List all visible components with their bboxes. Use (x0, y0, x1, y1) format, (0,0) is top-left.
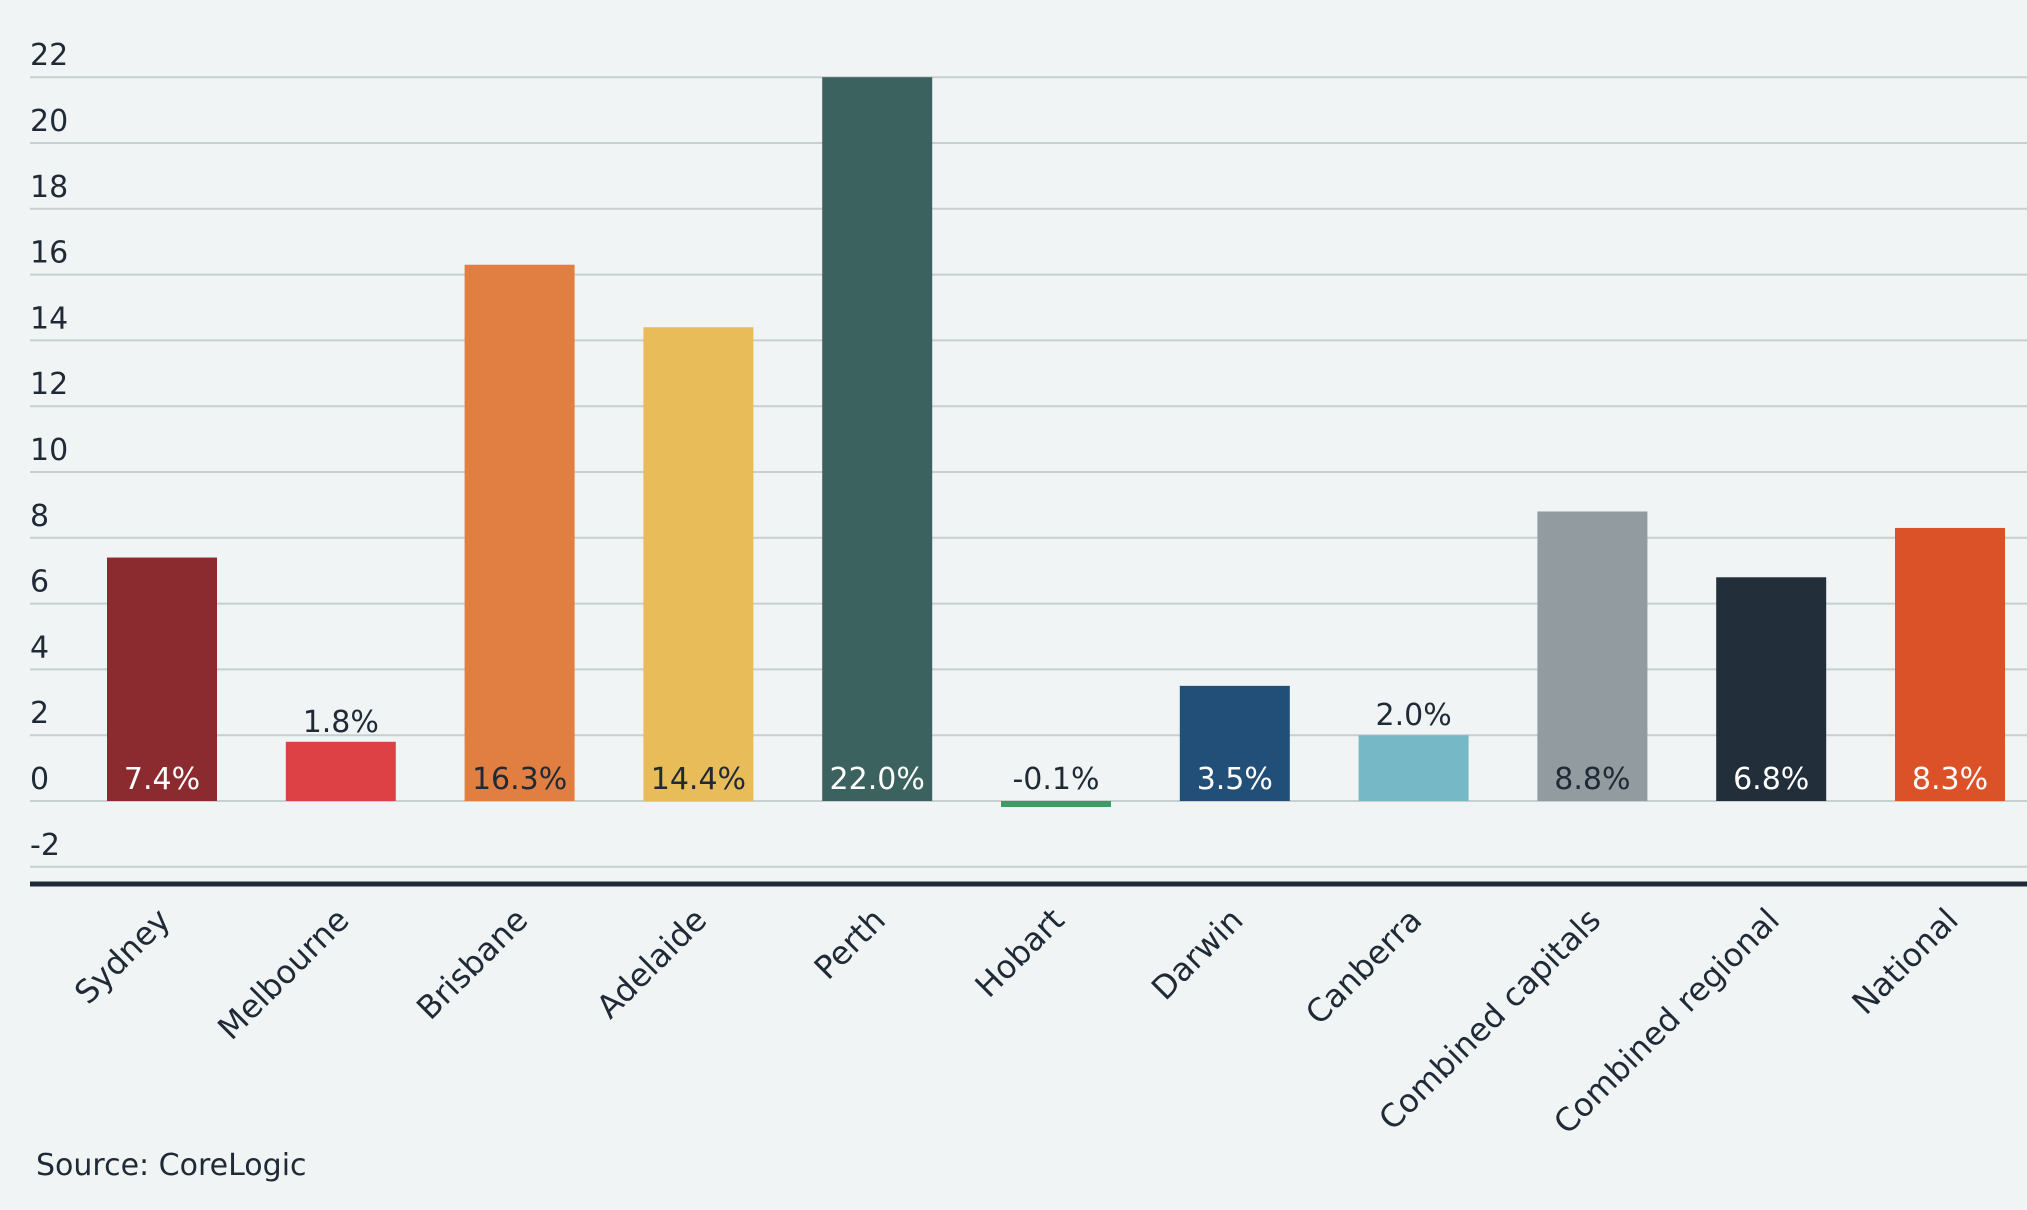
x-tick-label: Sydney (67, 901, 178, 1012)
data-label: 8.3% (1912, 762, 1988, 797)
data-label: 16.3% (472, 762, 567, 797)
bars (107, 77, 2005, 807)
x-tick-label: Adelaide (589, 901, 714, 1026)
bar-combined-capitals (1537, 511, 1648, 801)
bar-brisbane (464, 264, 575, 802)
y-tick-label: 14 (30, 301, 68, 336)
bar-perth (822, 77, 933, 801)
bar-sydney (107, 557, 217, 801)
y-tick-label: 22 (30, 38, 68, 73)
y-tick-label: -2 (30, 828, 60, 863)
y-tick-label: 12 (30, 367, 68, 402)
data-label: 1.8% (303, 705, 379, 740)
y-tick-label: 18 (30, 170, 68, 205)
bar-melbourne (285, 741, 396, 801)
y-tick-label: 6 (30, 565, 49, 600)
x-axis-ticks: Sydney Melbourne Brisbane Adelaide Perth Hoba… (67, 901, 1966, 1142)
source-note: Source: CoreLogic (36, 1148, 307, 1183)
bar-combined-regional (1716, 577, 1827, 801)
y-tick-label: 8 (30, 499, 49, 534)
data-label: 22.0% (830, 762, 925, 797)
y-tick-label: 10 (30, 433, 68, 468)
bar-adelaide (643, 327, 754, 801)
y-tick-label: 0 (30, 762, 49, 797)
data-label: 2.0% (1375, 698, 1451, 733)
data-label: 7.4% (124, 762, 200, 797)
x-tick-label: Darwin (1144, 901, 1251, 1008)
data-label: 8.8% (1554, 762, 1630, 797)
data-labels: 7.4% 1.8% 16.3% 14.4% 22.0% -0.1% 3.5% 2.0% 8.8%… (124, 698, 1988, 797)
x-tick-label: National (1844, 901, 1965, 1022)
data-label: 14.4% (651, 762, 746, 797)
x-tick-label: Brisbane (409, 901, 535, 1027)
bar-hobart (1001, 801, 1111, 807)
y-tick-label: 20 (30, 104, 68, 139)
bar-canberra (1358, 735, 1469, 801)
gridlines (30, 76, 2027, 868)
x-tick-label: Hobart (968, 901, 1072, 1005)
bar-national (1895, 527, 2005, 801)
x-tick-label: Canberra (1298, 901, 1429, 1032)
y-tick-label: 2 (30, 696, 49, 731)
data-label: 3.5% (1197, 762, 1273, 797)
bar-darwin (1179, 685, 1290, 801)
x-tick-label: Perth (807, 901, 893, 987)
y-tick-label: 16 (30, 236, 68, 271)
y-tick-label: 4 (30, 630, 49, 665)
data-label: 6.8% (1733, 762, 1809, 797)
data-label: -0.1% (1012, 762, 1099, 797)
y-axis-ticks: -2 0 2 4 6 8 10 12 14 16 18 20 22 (30, 38, 68, 863)
x-tick-label: Melbourne (210, 901, 356, 1047)
